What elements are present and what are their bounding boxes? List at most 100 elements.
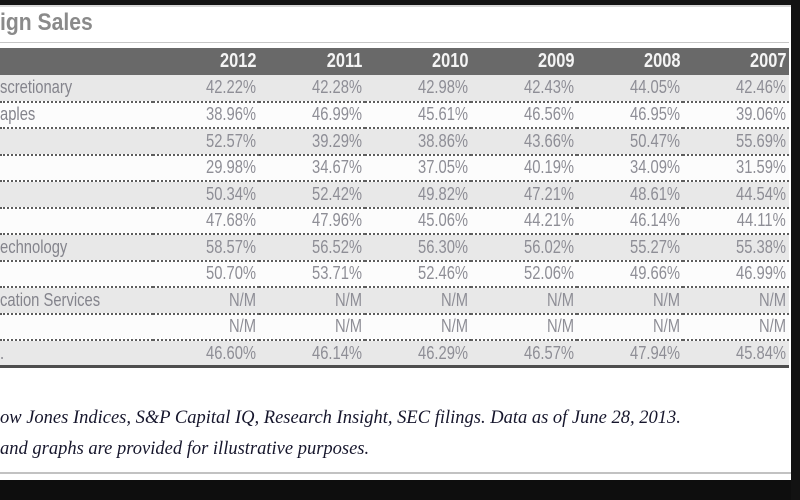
value-cell: 55.38% [683, 234, 789, 262]
value-cell: 55.69% [683, 128, 789, 156]
value-cell: 46.57% [471, 340, 577, 368]
year-column-header: 2010 [365, 48, 471, 75]
footnote-line-2: and graphs are provided for illustrative… [0, 439, 370, 459]
value-cell: 49.66% [577, 260, 683, 288]
value-cell: 46.29% [365, 340, 471, 368]
value-cell: 56.30% [365, 234, 471, 262]
value-cell: 50.47% [577, 128, 683, 156]
row-label-cell [0, 313, 153, 341]
table-row: 52.57% 39.29% 38.86% 43.66% 50.47% 55.69% [0, 128, 789, 156]
value-cell: 44.11% [683, 207, 789, 235]
value-cell: 56.02% [471, 234, 577, 262]
value-cell: 48.61% [577, 181, 683, 209]
value-cell: 42.98% [365, 75, 471, 103]
value-cell: 39.06% [683, 101, 789, 129]
source-footnote: ow Jones Indices, S&P Capital IQ, Resear… [0, 403, 791, 465]
table-row: 50.70% 53.71% 52.46% 52.06% 49.66% 46.99% [0, 260, 789, 288]
value-cell: 46.60% [153, 340, 259, 368]
value-cell: N/M [365, 287, 471, 315]
table-row: echnology 58.57% 56.52% 56.30% 56.02% 55.27% 5… [0, 234, 789, 262]
value-cell: N/M [153, 313, 259, 341]
row-label-cell [0, 128, 153, 156]
value-cell: 40.19% [471, 154, 577, 182]
value-cell: N/M [365, 313, 471, 341]
value-cell: 47.96% [259, 207, 365, 235]
year-column-header: 2009 [471, 48, 577, 75]
value-cell: 56.52% [259, 234, 365, 262]
value-cell: 39.29% [259, 128, 365, 156]
value-cell: 52.06% [471, 260, 577, 288]
value-cell: 34.09% [577, 154, 683, 182]
value-cell: 53.71% [259, 260, 365, 288]
table-row: 50.34% 52.42% 49.82% 47.21% 48.61% 44.54% [0, 181, 789, 209]
table-header: 2012 2011 2010 2009 2008 2007 [0, 48, 789, 75]
value-cell: 37.05% [365, 154, 471, 182]
value-cell: 44.54% [683, 181, 789, 209]
page-title-text: ign Sales [0, 9, 93, 36]
table-row: aples 38.96% 46.99% 45.61% 46.56% 46.95% 39.06… [0, 101, 789, 129]
value-cell: 46.99% [259, 101, 365, 129]
table-row: cation Services N/M N/M N/M N/M N/M N/M [0, 287, 789, 315]
value-cell: 52.57% [153, 128, 259, 156]
value-cell: 44.05% [577, 75, 683, 103]
row-label-cell [0, 207, 153, 235]
value-cell: 47.21% [471, 181, 577, 209]
table-body: scretionary 42.22% 42.28% 42.98% 42.43% 44.05… [0, 75, 789, 368]
year-column-header: 2007 [683, 48, 789, 75]
value-cell: 42.22% [153, 75, 259, 103]
value-cell: 46.56% [471, 101, 577, 129]
value-cell: 58.57% [153, 234, 259, 262]
page-title: ign Sales [0, 9, 105, 37]
table-row: . 46.60% 46.14% 46.29% 46.57% 47.94% 45.84% [0, 340, 789, 368]
row-label-cell: echnology [0, 234, 153, 262]
value-cell: 43.66% [471, 128, 577, 156]
value-cell: 55.27% [577, 234, 683, 262]
value-cell: N/M [683, 287, 789, 315]
foreign-sales-table: 2012 2011 2010 2009 2008 2007 scretionary 42.2… [0, 48, 789, 368]
value-cell: N/M [577, 287, 683, 315]
bottom-divider-line [0, 472, 791, 474]
top-divider-line [0, 5, 800, 7]
title-underline [0, 42, 789, 43]
viewer-top-bar [0, 0, 800, 5]
row-label-cell: cation Services [0, 287, 153, 315]
value-cell: 46.14% [259, 340, 365, 368]
row-label-cell: aples [0, 101, 153, 129]
value-cell: 50.34% [153, 181, 259, 209]
value-cell: 52.46% [365, 260, 471, 288]
value-cell: 52.42% [259, 181, 365, 209]
viewer-bottom-bar [0, 480, 800, 500]
year-column-header: 2012 [153, 48, 259, 75]
year-column-header: 2011 [259, 48, 365, 75]
row-label-cell [0, 181, 153, 209]
viewer-right-bar [791, 0, 800, 500]
value-cell: 44.21% [471, 207, 577, 235]
value-cell: N/M [577, 313, 683, 341]
value-cell: 49.82% [365, 181, 471, 209]
value-cell: N/M [683, 313, 789, 341]
value-cell: 45.61% [365, 101, 471, 129]
value-cell: N/M [259, 313, 365, 341]
value-cell: 42.46% [683, 75, 789, 103]
row-label-cell [0, 260, 153, 288]
footnote-line-1: ow Jones Indices, S&P Capital IQ, Resear… [0, 408, 681, 428]
value-cell: 47.94% [577, 340, 683, 368]
value-cell: N/M [259, 287, 365, 315]
value-cell: 42.43% [471, 75, 577, 103]
value-cell: 46.14% [577, 207, 683, 235]
table-header-row: 2012 2011 2010 2009 2008 2007 [0, 48, 789, 75]
value-cell: 46.99% [683, 260, 789, 288]
value-cell: 45.06% [365, 207, 471, 235]
value-cell: 50.70% [153, 260, 259, 288]
value-cell: 31.59% [683, 154, 789, 182]
table-row: N/M N/M N/M N/M N/M N/M [0, 313, 789, 341]
row-label-cell: scretionary [0, 75, 153, 103]
table-row: scretionary 42.22% 42.28% 42.98% 42.43% 44.05… [0, 75, 789, 103]
value-cell: 38.86% [365, 128, 471, 156]
value-cell: 45.84% [683, 340, 789, 368]
table-row: 47.68% 47.96% 45.06% 44.21% 46.14% 44.11% [0, 207, 789, 235]
value-cell: 34.67% [259, 154, 365, 182]
value-cell: 47.68% [153, 207, 259, 235]
value-cell: 29.98% [153, 154, 259, 182]
